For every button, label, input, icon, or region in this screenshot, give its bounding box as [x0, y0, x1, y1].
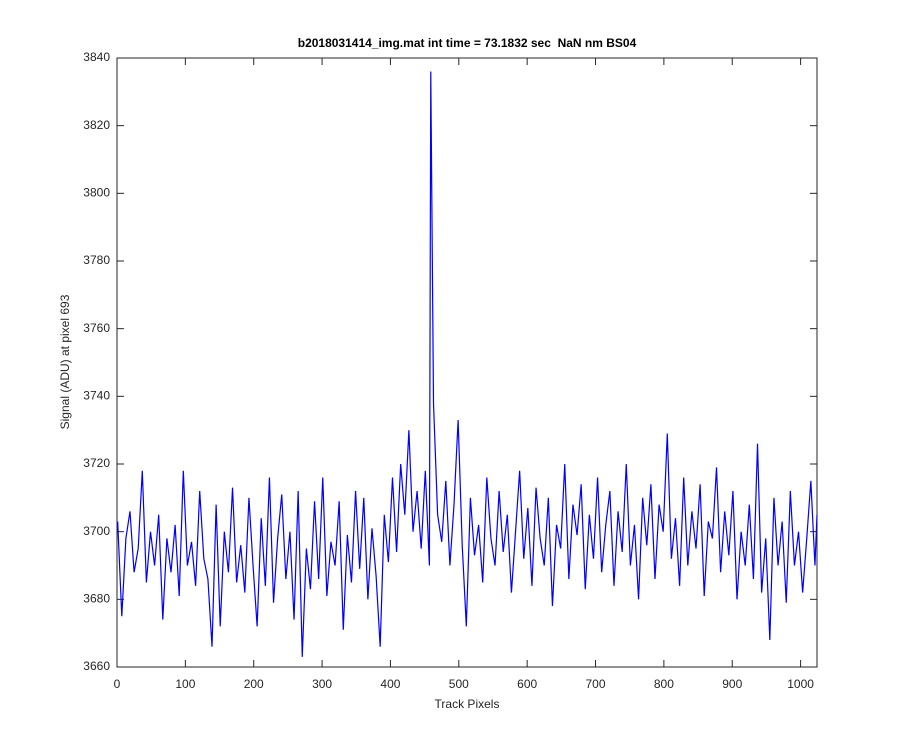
x-tick-label: 300 [312, 677, 332, 691]
x-tick-label: 200 [244, 677, 264, 691]
x-tick-label: 400 [380, 677, 400, 691]
chart-title: b2018031414_img.mat int time = 73.1832 s… [298, 36, 637, 50]
x-tick-label: 1000 [787, 677, 814, 691]
y-tick-label: 3760 [83, 321, 110, 335]
x-tick-label: 900 [722, 677, 742, 691]
y-axis-label: Signal (ADU) at pixel 693 [58, 294, 72, 429]
y-tick-label: 3680 [83, 592, 110, 606]
y-tick-label: 3840 [83, 50, 110, 64]
y-tick-label: 3740 [83, 389, 110, 403]
x-tick-label: 700 [586, 677, 606, 691]
y-tick-label: 3800 [83, 186, 110, 200]
y-tick-label: 3720 [83, 456, 110, 470]
y-tick-label: 3820 [83, 118, 110, 132]
y-tick-label: 3660 [83, 659, 110, 673]
x-tick-label: 600 [517, 677, 537, 691]
x-tick-label: 500 [449, 677, 469, 691]
x-tick-label: 800 [654, 677, 674, 691]
y-tick-label: 3780 [83, 253, 110, 267]
plot-box [116, 57, 818, 668]
data-line [117, 71, 818, 657]
x-axis-label: Track Pixels [435, 697, 500, 711]
y-tick-label: 3700 [83, 524, 110, 538]
x-tick-label: 100 [175, 677, 195, 691]
x-tick-label: 0 [114, 677, 121, 691]
